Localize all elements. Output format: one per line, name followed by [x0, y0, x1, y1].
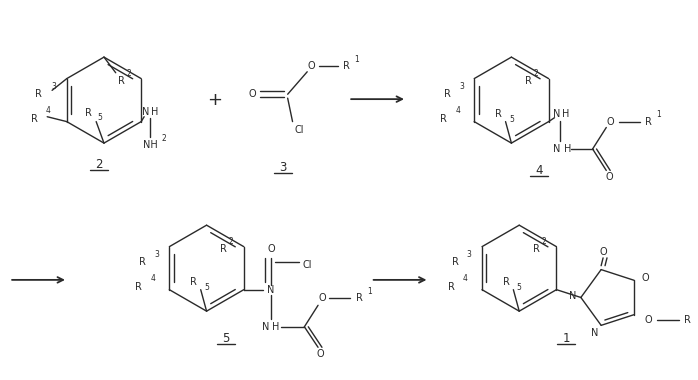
Text: 5: 5 — [98, 113, 103, 122]
Text: 3: 3 — [279, 161, 286, 174]
Text: 3: 3 — [459, 82, 464, 91]
Text: Cl: Cl — [302, 260, 312, 270]
Text: N: N — [142, 107, 150, 117]
Text: R: R — [533, 244, 540, 253]
Text: O: O — [605, 172, 613, 182]
Text: 4: 4 — [150, 274, 155, 283]
Text: O: O — [600, 247, 607, 257]
Text: R: R — [190, 277, 197, 287]
Text: O: O — [645, 315, 653, 325]
Text: O: O — [318, 293, 326, 304]
Text: 2: 2 — [96, 158, 103, 171]
Text: 5: 5 — [509, 115, 514, 124]
Text: N: N — [591, 328, 598, 338]
Text: O: O — [607, 117, 614, 127]
Text: N: N — [553, 109, 560, 119]
Text: 2: 2 — [229, 237, 233, 246]
Text: N: N — [553, 144, 560, 154]
Text: 5: 5 — [223, 332, 230, 345]
Text: 1: 1 — [367, 287, 372, 296]
Text: 4: 4 — [463, 274, 468, 283]
Text: 1: 1 — [657, 110, 662, 119]
Text: 1: 1 — [697, 308, 698, 317]
Text: 2: 2 — [533, 69, 538, 78]
Text: N: N — [267, 285, 275, 294]
Text: H: H — [272, 322, 280, 332]
Text: R: R — [447, 282, 454, 292]
Text: O: O — [642, 273, 649, 283]
Text: R: R — [645, 117, 652, 127]
Text: H: H — [563, 144, 571, 154]
Text: N: N — [569, 291, 576, 301]
Text: 5: 5 — [204, 283, 209, 292]
Text: R: R — [495, 109, 502, 119]
Text: 1: 1 — [563, 332, 570, 345]
Text: H: H — [151, 107, 158, 117]
Text: 5: 5 — [517, 283, 521, 292]
Text: R: R — [356, 293, 362, 304]
Text: 1: 1 — [355, 55, 359, 63]
Text: O: O — [316, 349, 324, 359]
Text: R: R — [85, 108, 92, 118]
Text: 2: 2 — [541, 237, 546, 246]
Text: 4: 4 — [455, 106, 460, 116]
Text: R: R — [221, 244, 227, 253]
Text: R: R — [343, 61, 350, 71]
Text: 2: 2 — [161, 134, 166, 143]
Text: R: R — [444, 89, 451, 99]
Text: 4: 4 — [535, 164, 542, 177]
Text: R: R — [503, 277, 510, 287]
Text: R: R — [36, 89, 43, 99]
Text: Cl: Cl — [295, 125, 304, 135]
Text: R: R — [31, 114, 38, 124]
Text: 3: 3 — [154, 250, 159, 259]
Text: R: R — [118, 76, 124, 86]
Text: H: H — [562, 109, 569, 119]
Text: R: R — [440, 114, 447, 124]
Text: O: O — [307, 61, 315, 71]
Text: R: R — [452, 257, 459, 267]
Text: O: O — [267, 244, 275, 253]
Text: +: + — [207, 91, 222, 109]
Text: 2: 2 — [126, 69, 131, 78]
Text: R: R — [135, 282, 142, 292]
Text: 3: 3 — [467, 250, 472, 259]
Text: N: N — [262, 322, 269, 332]
Text: R: R — [139, 257, 146, 267]
Text: NH: NH — [142, 140, 157, 150]
Text: 3: 3 — [52, 82, 57, 91]
Text: R: R — [525, 76, 532, 86]
Text: O: O — [248, 89, 256, 99]
Text: 4: 4 — [46, 106, 51, 116]
Text: R: R — [684, 315, 691, 325]
